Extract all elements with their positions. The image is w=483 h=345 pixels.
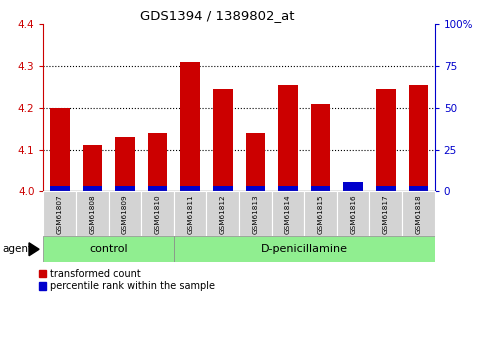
FancyBboxPatch shape <box>109 191 141 236</box>
Text: GSM61813: GSM61813 <box>253 194 258 234</box>
Bar <box>50 186 70 191</box>
Bar <box>115 137 135 191</box>
Bar <box>50 108 70 191</box>
Text: GSM61807: GSM61807 <box>57 194 63 234</box>
Bar <box>311 104 330 191</box>
Text: GSM61809: GSM61809 <box>122 194 128 234</box>
Bar <box>278 85 298 191</box>
Bar <box>115 186 135 191</box>
Polygon shape <box>29 243 39 256</box>
Bar <box>213 89 233 191</box>
Text: GSM61818: GSM61818 <box>415 194 421 234</box>
FancyBboxPatch shape <box>174 191 207 236</box>
Text: GSM61811: GSM61811 <box>187 194 193 234</box>
FancyBboxPatch shape <box>174 236 435 262</box>
Text: GDS1394 / 1389802_at: GDS1394 / 1389802_at <box>140 9 295 22</box>
FancyBboxPatch shape <box>239 191 271 236</box>
Bar <box>83 146 102 191</box>
FancyBboxPatch shape <box>43 191 76 236</box>
Text: control: control <box>89 244 128 254</box>
Text: GSM61816: GSM61816 <box>350 194 356 234</box>
Bar <box>278 186 298 191</box>
Bar <box>213 186 233 191</box>
FancyBboxPatch shape <box>402 191 435 236</box>
FancyBboxPatch shape <box>207 191 239 236</box>
Text: GSM61812: GSM61812 <box>220 194 226 234</box>
FancyBboxPatch shape <box>369 191 402 236</box>
FancyBboxPatch shape <box>76 191 109 236</box>
Bar <box>148 133 167 191</box>
Text: GSM61815: GSM61815 <box>318 194 324 234</box>
Bar <box>409 186 428 191</box>
Bar <box>83 186 102 191</box>
FancyBboxPatch shape <box>304 191 337 236</box>
Text: D-penicillamine: D-penicillamine <box>261 244 348 254</box>
Bar <box>376 186 396 191</box>
Text: agent: agent <box>2 244 32 254</box>
FancyBboxPatch shape <box>141 191 174 236</box>
Bar <box>148 186 167 191</box>
Bar <box>409 85 428 191</box>
Bar <box>343 182 363 191</box>
FancyBboxPatch shape <box>43 236 174 262</box>
Bar <box>376 89 396 191</box>
Bar <box>180 62 200 191</box>
Legend: transformed count, percentile rank within the sample: transformed count, percentile rank withi… <box>39 269 215 291</box>
Text: GSM61810: GSM61810 <box>155 194 160 234</box>
Bar <box>343 183 363 191</box>
Bar <box>245 186 265 191</box>
Bar <box>311 186 330 191</box>
FancyBboxPatch shape <box>337 191 369 236</box>
Text: GSM61817: GSM61817 <box>383 194 389 234</box>
Text: GSM61808: GSM61808 <box>89 194 95 234</box>
Bar <box>245 133 265 191</box>
Bar <box>180 186 200 191</box>
Text: GSM61814: GSM61814 <box>285 194 291 234</box>
FancyBboxPatch shape <box>271 191 304 236</box>
